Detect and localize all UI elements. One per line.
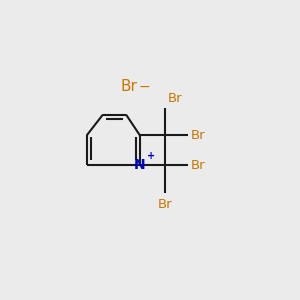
Text: Br: Br: [191, 129, 205, 142]
Text: Br: Br: [168, 92, 182, 105]
Text: N: N: [134, 158, 146, 172]
Text: Br: Br: [191, 159, 205, 172]
Text: Br: Br: [158, 198, 172, 211]
Text: +: +: [147, 151, 155, 161]
Text: Br: Br: [121, 79, 138, 94]
Text: −: −: [139, 80, 150, 94]
